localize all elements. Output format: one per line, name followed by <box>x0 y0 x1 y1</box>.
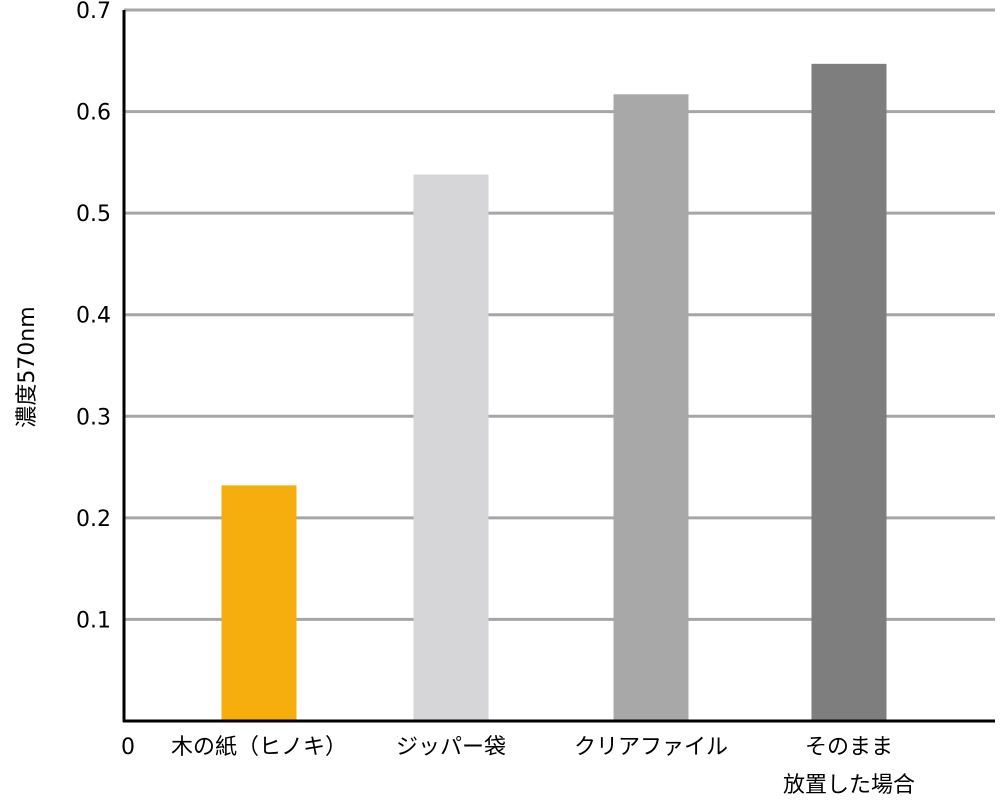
x-category-label: そのまま <box>805 735 893 760</box>
y-tick-label: 0.7 <box>76 0 111 24</box>
y-tick-label: 0.1 <box>76 608 111 633</box>
x-category-label: 木の紙（ヒノキ） <box>171 735 347 760</box>
y-tick-label: 0.5 <box>76 202 111 227</box>
y-tick-label: 0.4 <box>76 304 111 329</box>
x-category-label: 放置した場合 <box>783 773 915 798</box>
y-tick-label: 0.3 <box>76 405 111 430</box>
bar <box>413 174 489 721</box>
bar <box>811 63 887 721</box>
bars <box>221 63 887 722</box>
origin-label: 0 <box>121 735 135 760</box>
y-tick-label: 0.2 <box>76 507 111 532</box>
y-tick-label: 0.6 <box>76 101 111 126</box>
bar <box>221 485 297 721</box>
x-category-label: クリアファイル <box>574 735 728 760</box>
x-category-label: ジッパー袋 <box>396 735 506 760</box>
axes <box>122 10 995 723</box>
bar <box>613 94 689 722</box>
y-axis-label: 濃度570nm <box>15 306 40 427</box>
y-tick-labels: 0.1 0.2 0.3 0.4 0.5 0.6 0.7 <box>76 0 111 633</box>
